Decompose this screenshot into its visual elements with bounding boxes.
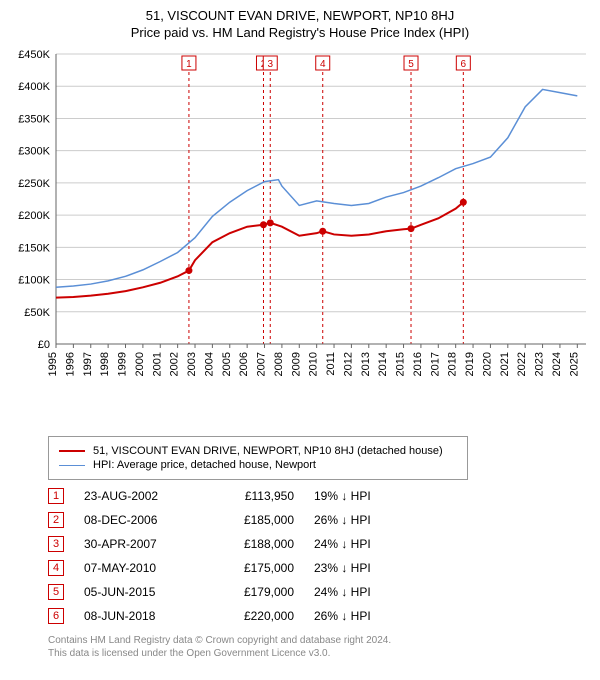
transaction-marker: 3 bbox=[48, 536, 64, 552]
transaction-price: £179,000 bbox=[214, 585, 294, 599]
transaction-marker: 6 bbox=[48, 608, 64, 624]
transaction-row: 5 05-JUN-2015 £179,000 24% ↓ HPI bbox=[48, 584, 592, 600]
transaction-row: 3 30-APR-2007 £188,000 24% ↓ HPI bbox=[48, 536, 592, 552]
legend-item: HPI: Average price, detached house, Newp… bbox=[59, 459, 457, 471]
chart-legend: 51, VISCOUNT EVAN DRIVE, NEWPORT, NP10 8… bbox=[48, 436, 468, 480]
svg-text:£300K: £300K bbox=[18, 146, 50, 158]
svg-text:£50K: £50K bbox=[24, 307, 50, 319]
transaction-row: 2 08-DEC-2006 £185,000 26% ↓ HPI bbox=[48, 512, 592, 528]
transaction-row: 1 23-AUG-2002 £113,950 19% ↓ HPI bbox=[48, 488, 592, 504]
transaction-row: 6 08-JUN-2018 £220,000 26% ↓ HPI bbox=[48, 608, 592, 624]
svg-text:2000: 2000 bbox=[134, 352, 146, 376]
transaction-pct: 26% ↓ HPI bbox=[314, 609, 404, 623]
legend-swatch bbox=[59, 450, 85, 452]
transaction-date: 30-APR-2007 bbox=[84, 537, 194, 551]
svg-text:2017: 2017 bbox=[429, 352, 441, 376]
svg-text:2023: 2023 bbox=[534, 352, 546, 376]
chart-title-address: 51, VISCOUNT EVAN DRIVE, NEWPORT, NP10 8… bbox=[8, 8, 592, 23]
svg-text:2021: 2021 bbox=[499, 352, 511, 376]
svg-text:£350K: £350K bbox=[18, 113, 50, 125]
svg-text:2020: 2020 bbox=[481, 352, 493, 376]
svg-text:2015: 2015 bbox=[395, 352, 407, 376]
price-chart: £0 £50K £100K £150K £200K £250K £300K £350K £400… bbox=[8, 44, 592, 404]
svg-text:2010: 2010 bbox=[308, 352, 320, 376]
svg-text:2018: 2018 bbox=[447, 352, 459, 376]
transaction-marker: 5 bbox=[48, 584, 64, 600]
svg-text:3: 3 bbox=[267, 59, 273, 70]
svg-text:2019: 2019 bbox=[464, 352, 476, 376]
transaction-marker: 1 bbox=[48, 488, 64, 504]
svg-text:2001: 2001 bbox=[151, 352, 163, 376]
svg-text:1: 1 bbox=[186, 59, 192, 70]
transaction-pct: 26% ↓ HPI bbox=[314, 513, 404, 527]
svg-text:2022: 2022 bbox=[516, 352, 528, 376]
footer-line2: This data is licensed under the Open Gov… bbox=[48, 647, 592, 660]
transaction-date: 08-JUN-2018 bbox=[84, 609, 194, 623]
svg-text:1997: 1997 bbox=[82, 352, 94, 376]
svg-text:2025: 2025 bbox=[568, 352, 580, 376]
svg-text:2014: 2014 bbox=[377, 352, 389, 376]
svg-text:2012: 2012 bbox=[342, 352, 354, 376]
transaction-price: £185,000 bbox=[214, 513, 294, 527]
svg-text:1999: 1999 bbox=[117, 352, 129, 376]
svg-text:£0: £0 bbox=[38, 339, 50, 351]
svg-text:£400K: £400K bbox=[18, 81, 50, 93]
svg-text:1998: 1998 bbox=[99, 352, 111, 376]
transaction-date: 23-AUG-2002 bbox=[84, 489, 194, 503]
transaction-price: £113,950 bbox=[214, 489, 294, 503]
transaction-date: 07-MAY-2010 bbox=[84, 561, 194, 575]
svg-text:2004: 2004 bbox=[203, 352, 215, 376]
svg-text:2005: 2005 bbox=[221, 352, 233, 376]
svg-text:2008: 2008 bbox=[273, 352, 285, 376]
transaction-pct: 24% ↓ HPI bbox=[314, 585, 404, 599]
legend-label: HPI: Average price, detached house, Newp… bbox=[93, 459, 316, 471]
svg-text:2006: 2006 bbox=[238, 352, 250, 376]
svg-text:2011: 2011 bbox=[325, 352, 337, 376]
transaction-pct: 19% ↓ HPI bbox=[314, 489, 404, 503]
svg-text:2007: 2007 bbox=[256, 352, 268, 376]
svg-text:2002: 2002 bbox=[169, 352, 181, 376]
svg-text:4: 4 bbox=[320, 59, 326, 70]
transaction-marker: 2 bbox=[48, 512, 64, 528]
svg-text:£250K: £250K bbox=[18, 178, 50, 190]
svg-text:£100K: £100K bbox=[18, 275, 50, 287]
chart-title-block: 51, VISCOUNT EVAN DRIVE, NEWPORT, NP10 8… bbox=[8, 8, 592, 40]
transaction-date: 05-JUN-2015 bbox=[84, 585, 194, 599]
transaction-price: £220,000 bbox=[214, 609, 294, 623]
footer-attribution: Contains HM Land Registry data © Crown c… bbox=[48, 634, 592, 660]
svg-text:2003: 2003 bbox=[186, 352, 198, 376]
chart-title-subtitle: Price paid vs. HM Land Registry's House … bbox=[8, 25, 592, 40]
transaction-row: 4 07-MAY-2010 £175,000 23% ↓ HPI bbox=[48, 560, 592, 576]
transaction-date: 08-DEC-2006 bbox=[84, 513, 194, 527]
chart-container: £0 £50K £100K £150K £200K £250K £300K £350K £400… bbox=[8, 44, 592, 404]
footer-line1: Contains HM Land Registry data © Crown c… bbox=[48, 634, 592, 647]
svg-text:1996: 1996 bbox=[64, 352, 76, 376]
legend-item: 51, VISCOUNT EVAN DRIVE, NEWPORT, NP10 8… bbox=[59, 445, 457, 457]
svg-text:2024: 2024 bbox=[551, 352, 563, 376]
transactions-table: 1 23-AUG-2002 £113,950 19% ↓ HPI 2 08-DEC-200… bbox=[48, 488, 592, 624]
transaction-price: £175,000 bbox=[214, 561, 294, 575]
transaction-marker: 4 bbox=[48, 560, 64, 576]
transaction-pct: 23% ↓ HPI bbox=[314, 561, 404, 575]
legend-swatch bbox=[59, 465, 85, 466]
svg-text:2009: 2009 bbox=[290, 352, 302, 376]
legend-label: 51, VISCOUNT EVAN DRIVE, NEWPORT, NP10 8… bbox=[93, 445, 443, 457]
svg-text:£450K: £450K bbox=[18, 49, 50, 61]
svg-text:£200K: £200K bbox=[18, 210, 50, 222]
svg-text:2016: 2016 bbox=[412, 352, 424, 376]
svg-text:2013: 2013 bbox=[360, 352, 372, 376]
svg-text:£150K: £150K bbox=[18, 242, 50, 254]
svg-text:6: 6 bbox=[461, 59, 467, 70]
transaction-pct: 24% ↓ HPI bbox=[314, 537, 404, 551]
svg-text:1995: 1995 bbox=[47, 352, 59, 376]
transaction-price: £188,000 bbox=[214, 537, 294, 551]
svg-text:5: 5 bbox=[408, 59, 414, 70]
